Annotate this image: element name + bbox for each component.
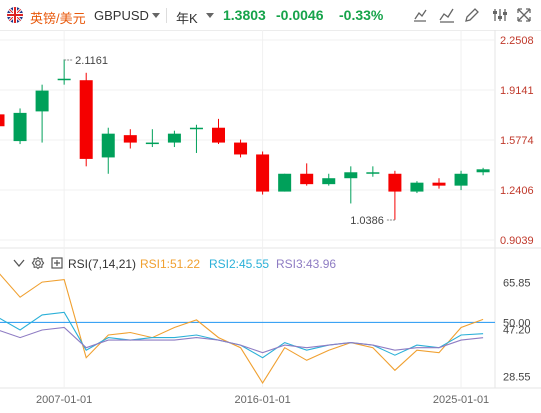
candle-body [13, 112, 27, 142]
candle-body [432, 182, 446, 186]
candle-body [57, 78, 71, 81]
settings-tool-button[interactable] [490, 5, 510, 25]
candle[interactable] [57, 59, 71, 85]
price-ytick-label: 1.9141 [500, 85, 534, 97]
collapse-icon[interactable] [12, 256, 26, 270]
low-annotation: 1.0386 [350, 215, 384, 227]
rsi-ytick-label: 65.85 [503, 277, 531, 289]
line-tool-icon [414, 9, 427, 22]
candle[interactable] [79, 72, 93, 167]
price-change: -0.0046 [276, 7, 324, 23]
rsi2-legend: RSI2:45.55 [209, 257, 270, 271]
indicator-icon [439, 8, 454, 23]
period-chevron-down-icon[interactable] [206, 13, 214, 18]
draw-tool-button[interactable] [462, 5, 482, 25]
rsi-ytick-label: 28.55 [503, 372, 531, 384]
candle-body [322, 178, 336, 185]
candle[interactable] [300, 163, 314, 186]
candle-body [101, 133, 115, 158]
candle-body [476, 169, 490, 173]
divider [166, 8, 167, 23]
candle[interactable] [189, 124, 203, 153]
candle-body [300, 173, 314, 185]
candle[interactable] [322, 173, 336, 186]
rsi-series-line [0, 273, 484, 385]
candle-body [366, 172, 380, 174]
rsi1-legend: RSI1:51.22 [140, 257, 201, 271]
rsi-ytick-label: 47.20 [503, 324, 531, 336]
candle-body [344, 172, 358, 179]
candle[interactable] [256, 151, 270, 195]
draw-line-tool-button[interactable] [410, 5, 430, 25]
expand-icon [517, 8, 531, 22]
chevron-down-icon[interactable] [152, 13, 160, 18]
rsi3-legend: RSI3:43.96 [276, 257, 337, 271]
candle[interactable] [454, 170, 468, 191]
candle[interactable] [123, 129, 137, 149]
high-annotation: 2.1161 [75, 55, 108, 67]
indicator-selector-icon[interactable] [50, 256, 64, 270]
candle-body [256, 154, 270, 192]
xtick-label: 2007-01-01 [36, 394, 92, 406]
price-ytick-label: 1.2406 [500, 185, 534, 197]
candle-body [167, 133, 181, 143]
pencil-icon [465, 8, 479, 22]
rsi-ytick-label: 50.00 [503, 317, 531, 329]
candle-body [278, 173, 292, 192]
candle[interactable] [167, 130, 181, 148]
period-selector[interactable]: 年K [176, 11, 198, 26]
candle[interactable] [35, 84, 49, 143]
candle-body [123, 135, 137, 143]
fullscreen-button[interactable] [514, 5, 534, 25]
pair-name-cn: 英镑/美元 [30, 11, 86, 26]
candle[interactable] [0, 110, 5, 127]
candle-body [410, 182, 424, 192]
candle-body [35, 90, 49, 112]
pair-code-selector[interactable]: GBPUSD [94, 8, 149, 23]
header-bar: 英镑/美元 GBPUSD 年K 1.3803 -0.0046 -0.33% [0, 0, 541, 31]
candle-body [454, 173, 468, 186]
indicator-tool-button[interactable] [437, 5, 457, 25]
rsi-series-line [0, 326, 484, 354]
candle[interactable] [101, 127, 115, 174]
rsi-title: RSI(7,14,21) [68, 257, 137, 271]
candle[interactable] [366, 166, 380, 177]
candle-body [212, 127, 225, 143]
candle[interactable] [432, 178, 446, 189]
candle-body [0, 114, 5, 127]
candle[interactable] [234, 139, 248, 158]
price-ytick-label: 2.2508 [500, 35, 534, 47]
candle[interactable] [145, 129, 159, 148]
price-ytick-label: 1.5774 [500, 135, 534, 147]
candle-body [145, 142, 159, 145]
candle-body [234, 142, 248, 155]
xtick-label: 2016-01-01 [234, 394, 290, 406]
candle[interactable] [476, 167, 490, 176]
candle[interactable] [344, 166, 358, 204]
price-change-pct: -0.33% [339, 7, 384, 23]
candle[interactable] [212, 118, 225, 145]
last-price: 1.3803 [223, 7, 266, 23]
candle-body [79, 80, 93, 159]
candle[interactable] [13, 108, 27, 145]
candle[interactable] [410, 181, 424, 194]
candle-body [189, 127, 203, 130]
candle[interactable] [388, 170, 402, 220]
price-ytick-label: 0.9039 [500, 235, 534, 247]
gear-icon[interactable] [31, 256, 45, 270]
candle[interactable] [278, 173, 292, 192]
xtick-label: 2025-01-01 [433, 394, 489, 406]
sliders-icon [493, 9, 507, 21]
candle-body [388, 173, 402, 192]
